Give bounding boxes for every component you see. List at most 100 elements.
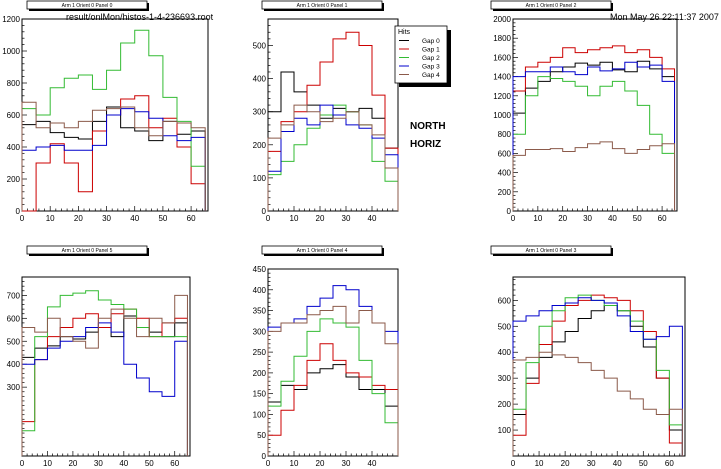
panel-title-box: Arm 1 Orient 0 Panel 3 — [490, 245, 613, 256]
legend-title: Hits — [398, 29, 411, 36]
y-tick-label: 400 — [253, 286, 267, 295]
histogram-panel: Arm 1 Orient 0 Panel 20 10 20 30 40 50 6002004… — [490, 0, 678, 223]
y-tick-label: 200 — [498, 188, 512, 197]
legend-label: Gap 4 — [422, 72, 440, 79]
y-tick-label: 2000 — [493, 15, 511, 24]
plot-frame — [21, 276, 191, 457]
series-line — [21, 290, 188, 456]
series-line — [512, 60, 676, 211]
y-tick-label: 400 — [7, 143, 21, 152]
panel-title-box: Arm 1 Orient 0 Panel 2 — [490, 0, 613, 11]
series-line — [21, 108, 206, 211]
legend-label: Gap 1 — [422, 47, 440, 54]
series-line — [512, 141, 676, 211]
series-line — [21, 29, 206, 211]
y-tick-label: 400 — [253, 75, 267, 84]
histogram-panel: Arm 1 Orient 0 Panel 00 10 20 30 40 50 6002004… — [2, 0, 209, 223]
x-tick-label: 10 — [533, 214, 542, 223]
y-tick-label: 0 — [507, 207, 512, 216]
x-tick-label: 10 — [43, 459, 52, 468]
x-tick-label: 30 — [102, 214, 111, 223]
series-line — [267, 318, 399, 456]
x-tick-label: 10 — [535, 459, 544, 468]
y-tick-label: 1000 — [2, 47, 20, 56]
x-tick-label: 20 — [68, 459, 77, 468]
y-tick-label: 1200 — [493, 92, 511, 101]
panel-title-frame — [26, 0, 148, 10]
side-label-north: NORTH — [410, 121, 446, 132]
panel-title-frame — [490, 245, 612, 255]
y-tick-label: 500 — [253, 41, 267, 50]
y-tick-label: 200 — [498, 400, 512, 409]
series-line — [267, 104, 399, 211]
panel-title: Arm 1 Orient 0 Panel 5 — [62, 248, 113, 254]
y-tick-label: 300 — [253, 327, 267, 336]
x-tick-label: 50 — [639, 459, 648, 468]
y-tick-label: 100 — [253, 174, 267, 183]
y-tick-label: 100 — [498, 426, 512, 435]
x-tick-label: 20 — [316, 214, 325, 223]
y-tick-label: 600 — [498, 296, 512, 305]
x-tick-label: 0 — [511, 459, 516, 468]
series-line — [267, 364, 399, 456]
y-tick-label: 600 — [7, 111, 21, 120]
x-tick-label: 60 — [665, 459, 674, 468]
series-line — [21, 294, 188, 456]
series-line — [512, 305, 683, 456]
series-line — [512, 76, 676, 211]
y-tick-label: 0 — [16, 207, 21, 216]
x-tick-label: 60 — [187, 214, 196, 223]
y-tick-label: 200 — [253, 369, 267, 378]
legend-label: Gap 0 — [422, 38, 440, 45]
y-tick-label: 50 — [257, 431, 266, 440]
series-line — [267, 285, 399, 456]
y-tick-label: 800 — [498, 130, 512, 139]
y-tick-label: 300 — [253, 108, 267, 117]
panel-title-box: Arm 1 Orient 0 Panel 0 — [26, 0, 149, 11]
panel-title-box: Arm 1 Orient 0 Panel 5 — [26, 245, 149, 256]
y-tick-label: 200 — [253, 141, 267, 150]
x-tick-label: 40 — [368, 214, 377, 223]
y-tick-label: 1600 — [493, 53, 511, 62]
y-tick-label: 300 — [498, 374, 512, 383]
x-tick-label: 60 — [170, 459, 179, 468]
x-tick-label: 0 — [266, 459, 271, 468]
x-tick-label: 40 — [130, 214, 139, 223]
y-tick-label: 250 — [253, 348, 267, 357]
series-line — [512, 294, 683, 456]
x-tick-label: 50 — [145, 459, 154, 468]
x-tick-label: 20 — [561, 459, 570, 468]
series-line — [267, 71, 399, 211]
x-tick-label: 60 — [658, 214, 667, 223]
series-line — [512, 45, 676, 211]
panel-title: Arm 1 Orient 0 Panel 2 — [526, 3, 577, 9]
y-tick-label: 600 — [498, 149, 512, 158]
panel-title-frame — [26, 245, 148, 255]
y-tick-label: 400 — [498, 169, 512, 178]
series-line — [267, 104, 399, 211]
series-line — [21, 308, 188, 456]
series-line — [512, 351, 683, 456]
date-label: Mon May 26 22:11:37 2007 — [610, 12, 719, 22]
panel-title-box: Arm 1 Orient 0 Panel 1 — [261, 0, 384, 11]
y-tick-label: 450 — [253, 265, 267, 274]
x-tick-label: 50 — [158, 214, 167, 223]
x-tick-label: 0 — [20, 214, 25, 223]
x-tick-label: 10 — [290, 214, 299, 223]
y-tick-label: 400 — [7, 360, 21, 369]
histogram-panel: Arm 1 Orient 0 Panel 10 10 20 30 40010020030… — [253, 0, 399, 223]
series-line — [512, 294, 683, 456]
x-tick-label: 40 — [608, 214, 617, 223]
y-tick-label: 1800 — [493, 34, 511, 43]
legend-label: Gap 3 — [422, 64, 440, 71]
y-tick-label: 200 — [7, 175, 21, 184]
y-tick-label: 1200 — [2, 15, 20, 24]
series-line — [21, 322, 188, 456]
x-tick-label: 50 — [633, 214, 642, 223]
y-tick-label: 0 — [262, 452, 267, 461]
panel-title-box: Arm 1 Orient 0 Panel 4 — [261, 245, 384, 256]
y-tick-label: 500 — [498, 322, 512, 331]
